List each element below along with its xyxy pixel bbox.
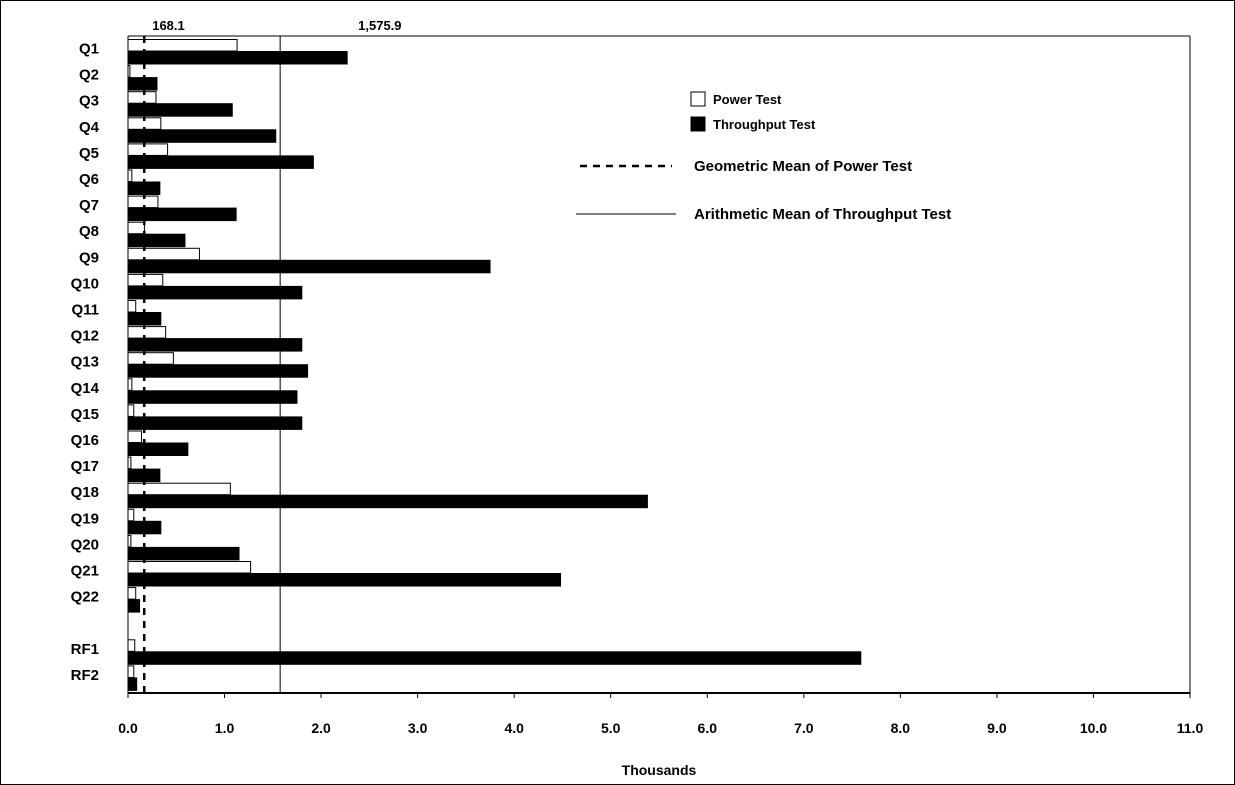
x-tick-label-7-0: 7.0 bbox=[794, 720, 814, 736]
bar-power-test-q3 bbox=[127, 91, 157, 104]
x-tick-label-6-0: 6.0 bbox=[698, 720, 718, 736]
category-label-q7: Q7 bbox=[79, 197, 99, 214]
legend-swatch-throughput-test bbox=[690, 116, 706, 132]
category-label-q17: Q17 bbox=[71, 458, 99, 475]
x-tick-label-2-0: 2.0 bbox=[311, 720, 331, 736]
bar-throughput-test-q4 bbox=[127, 129, 277, 143]
category-label-q9: Q9 bbox=[79, 249, 99, 266]
category-label-q3: Q3 bbox=[79, 93, 99, 110]
bar-power-test-q16 bbox=[127, 430, 143, 443]
reference-label-geometric-mean-of-power-test: 168.1 bbox=[152, 18, 185, 33]
legend-label-power-test: Power Test bbox=[713, 92, 782, 107]
x-axis-title: Thousands bbox=[622, 762, 697, 778]
bar-power-test-q11 bbox=[127, 300, 137, 313]
x-tick-label-10-0: 10.0 bbox=[1080, 720, 1107, 736]
bar-throughput-test-q1 bbox=[127, 51, 348, 65]
category-label-q4: Q4 bbox=[79, 119, 100, 136]
bar-power-test-rf1 bbox=[127, 639, 136, 652]
category-label-q8: Q8 bbox=[79, 223, 99, 240]
bar-throughput-test-q22 bbox=[127, 599, 141, 613]
bar-power-test-q19 bbox=[127, 508, 135, 522]
x-tick-labels: 0.0 1.0 2.0 3.0 4.0 5.0 6.0 7.0 8.0 9.0 10.0 11.0 bbox=[118, 693, 1203, 736]
x-tick-label-4-0: 4.0 bbox=[504, 720, 524, 736]
category-label-q22: Q22 bbox=[71, 589, 99, 606]
bar-throughput-test-q18 bbox=[127, 494, 648, 509]
category-label-q6: Q6 bbox=[79, 171, 99, 188]
x-tick-label-9-0: 9.0 bbox=[987, 720, 1007, 736]
bar-power-test-q13 bbox=[127, 352, 174, 365]
bar-power-test-q8 bbox=[127, 221, 145, 235]
category-label-rf1: RF1 bbox=[71, 641, 99, 658]
bar-power-test-q12 bbox=[127, 326, 167, 339]
x-tick-label-11-0: 11.0 bbox=[1177, 720, 1204, 736]
category-label-q13: Q13 bbox=[71, 354, 99, 371]
bar-throughput-test-q5 bbox=[127, 155, 314, 169]
bar-power-test-q15 bbox=[127, 404, 135, 417]
category-label-q18: Q18 bbox=[71, 484, 99, 501]
bar-throughput-test-q10 bbox=[127, 285, 303, 300]
bars-layer bbox=[127, 39, 862, 691]
category-label-q21: Q21 bbox=[71, 563, 99, 580]
bar-throughput-test-q12 bbox=[127, 338, 303, 352]
reference-lines-layer: 168.1 1,575.9 bbox=[142, 18, 402, 693]
category-label-q19: Q19 bbox=[71, 510, 99, 527]
x-tick-label-0-0: 0.0 bbox=[118, 720, 138, 736]
bar-power-test-rf2 bbox=[127, 665, 135, 678]
x-tick-label-1-0: 1.0 bbox=[215, 720, 235, 736]
x-tick-label-8-0: 8.0 bbox=[891, 720, 911, 736]
category-label-q14: Q14 bbox=[71, 380, 100, 397]
category-label-q11: Q11 bbox=[71, 302, 99, 319]
legend-label-geometric-mean: Geometric Mean of Power Test bbox=[694, 158, 912, 175]
bar-throughput-test-q8 bbox=[127, 233, 186, 248]
category-labels: Q1 Q2 Q3 Q4 Q5 Q6 Q7 Q8 Q9 Q10 Q11 Q12 Q13 Q14 Q15 Q16 Q… bbox=[71, 41, 100, 684]
legend-label-arithmetic-mean: Arithmetic Mean of Throughput Test bbox=[694, 206, 951, 223]
category-label-q5: Q5 bbox=[79, 145, 99, 162]
category-label-q16: Q16 bbox=[71, 432, 99, 449]
legend-label-throughput-test: Throughput Test bbox=[713, 117, 816, 132]
reference-label-arithmetic-mean-of-throughput-test: 1,575.9 bbox=[358, 18, 401, 33]
x-tick-label-3-0: 3.0 bbox=[408, 720, 428, 736]
bar-throughput-test-q15 bbox=[127, 416, 303, 430]
bar-power-test-q21 bbox=[127, 561, 252, 574]
bar-throughput-test-q14 bbox=[127, 390, 298, 404]
bar-throughput-test-rf2 bbox=[127, 677, 138, 691]
category-label-q2: Q2 bbox=[79, 67, 99, 84]
category-label-q10: Q10 bbox=[71, 275, 99, 292]
bar-power-test-q5 bbox=[127, 143, 169, 156]
bar-power-test-q7 bbox=[127, 195, 159, 209]
category-label-q15: Q15 bbox=[71, 406, 99, 423]
bar-throughput-test-q9 bbox=[127, 259, 491, 274]
legend: Power Test Throughput Test Geometric Mea… bbox=[576, 91, 951, 223]
bar-throughput-test-q21 bbox=[127, 573, 562, 587]
category-label-q20: Q20 bbox=[71, 536, 99, 553]
bar-throughput-test-rf1 bbox=[127, 651, 862, 665]
bar-throughput-test-q16 bbox=[127, 442, 189, 456]
bar-power-test-q22 bbox=[127, 587, 137, 600]
bar-power-test-q9 bbox=[127, 247, 200, 261]
category-label-q1: Q1 bbox=[79, 41, 99, 58]
category-label-q12: Q12 bbox=[71, 328, 99, 345]
bar-throughput-test-q2 bbox=[127, 77, 158, 91]
bar-power-test-q14 bbox=[127, 378, 133, 391]
x-tick-label-5-0: 5.0 bbox=[601, 720, 621, 736]
category-label-rf2: RF2 bbox=[71, 667, 99, 684]
legend-swatch-power-test bbox=[690, 91, 706, 107]
bar-power-test-q6 bbox=[127, 169, 133, 182]
